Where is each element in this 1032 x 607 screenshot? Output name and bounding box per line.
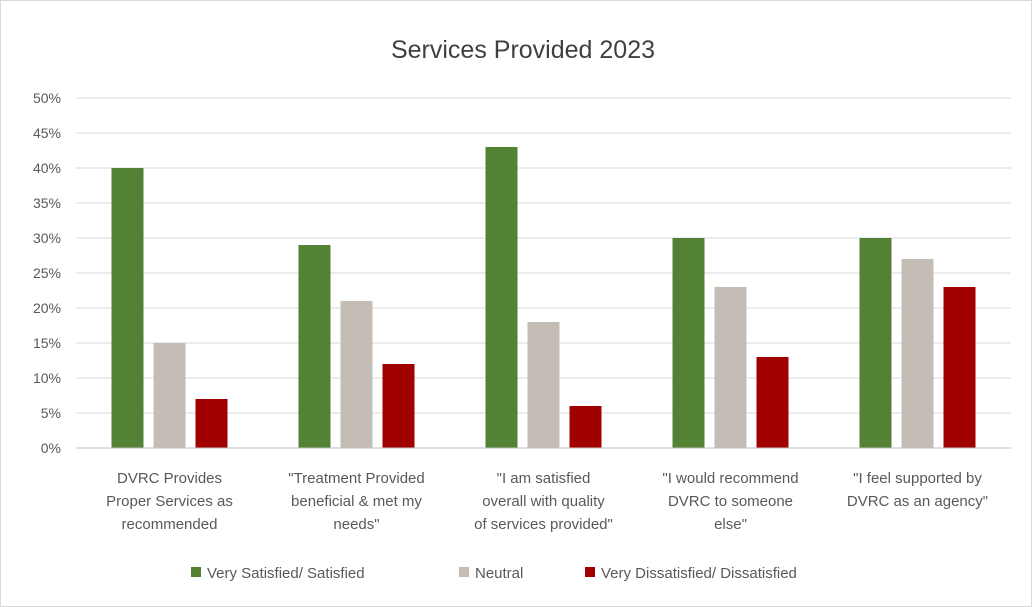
bar-very-satisfied-satisfied-3 — [672, 238, 705, 448]
y-tick-label: 40% — [33, 160, 61, 176]
chart-title: Services Provided 2023 — [391, 36, 655, 64]
bar-very-dissatisfied-dissatisfied-2 — [569, 406, 602, 448]
y-tick-label: 5% — [41, 405, 61, 421]
legend-label: Very Satisfied/ Satisfied — [207, 565, 365, 582]
category-label: "I am satisfied overall with quality of se… — [474, 470, 613, 533]
y-axis-ticks: 0% 5% 10% 15% 20% 25% 30% 35% 40% 45% 50% — [33, 90, 61, 456]
bar-very-satisfied-satisfied-0 — [111, 168, 144, 448]
y-tick-label: 0% — [41, 440, 61, 456]
gridlines — [76, 97, 1011, 414]
category-label-line: Proper Services as — [106, 493, 233, 510]
category-label-line: DVRC Provides — [117, 470, 222, 487]
bar-very-dissatisfied-dissatisfied-3 — [756, 357, 789, 448]
bar-neutral-4 — [901, 259, 934, 448]
y-tick-label: 10% — [33, 370, 61, 386]
category-label-line: DVRC to someone — [668, 493, 793, 510]
y-tick-label: 15% — [33, 335, 61, 351]
bars — [111, 147, 976, 448]
category-label-line: "I would recommend — [662, 470, 798, 487]
legend: Very Satisfied/ Satisfied Neutral Very Dis… — [191, 565, 797, 582]
legend-label: Neutral — [475, 565, 523, 582]
bar-very-dissatisfied-dissatisfied-0 — [195, 399, 228, 448]
bar-neutral-1 — [340, 301, 373, 448]
category-label: "Treatment Provided beneficial & met my ne… — [288, 470, 425, 533]
category-label-line: of services provided" — [474, 516, 613, 533]
category-label-line: else" — [714, 516, 747, 533]
legend-label: Very Dissatisfied/ Dissatisfied — [601, 565, 797, 582]
bar-very-satisfied-satisfied-4 — [859, 238, 892, 448]
bar-neutral-3 — [714, 287, 747, 448]
legend-swatch — [585, 567, 595, 577]
category-label-line: "I feel supported by — [853, 470, 982, 487]
bar-neutral-2 — [527, 322, 560, 448]
y-tick-label: 50% — [33, 90, 61, 106]
y-tick-label: 20% — [33, 300, 61, 316]
category-label-line: beneficial & met my — [291, 493, 422, 510]
category-label-line: recommended — [122, 516, 218, 533]
category-label-line: DVRC as an agency" — [847, 493, 988, 510]
y-tick-label: 35% — [33, 195, 61, 211]
bar-very-satisfied-satisfied-2 — [485, 147, 518, 448]
category-label: "I would recommend DVRC to someone else" — [662, 470, 798, 533]
bar-very-satisfied-satisfied-1 — [298, 245, 331, 448]
bar-very-dissatisfied-dissatisfied-1 — [382, 364, 415, 448]
legend-swatch — [191, 567, 201, 577]
y-tick-label: 25% — [33, 265, 61, 281]
y-tick-label: 30% — [33, 230, 61, 246]
bar-neutral-0 — [153, 343, 186, 448]
category-label: DVRC Provides Proper Services as recommend… — [106, 470, 233, 533]
category-labels: DVRC Provides Proper Services as recommend… — [106, 470, 988, 533]
bar-very-dissatisfied-dissatisfied-4 — [943, 287, 976, 448]
legend-swatch — [459, 567, 469, 577]
category-label-line: "I am satisfied — [497, 470, 591, 487]
category-label-line: "Treatment Provided — [288, 470, 425, 487]
y-tick-label: 45% — [33, 125, 61, 141]
category-label-line: overall with quality — [482, 493, 605, 510]
category-label-line: needs" — [333, 516, 379, 533]
category-label: "I feel supported by DVRC as an agency" — [847, 470, 988, 510]
